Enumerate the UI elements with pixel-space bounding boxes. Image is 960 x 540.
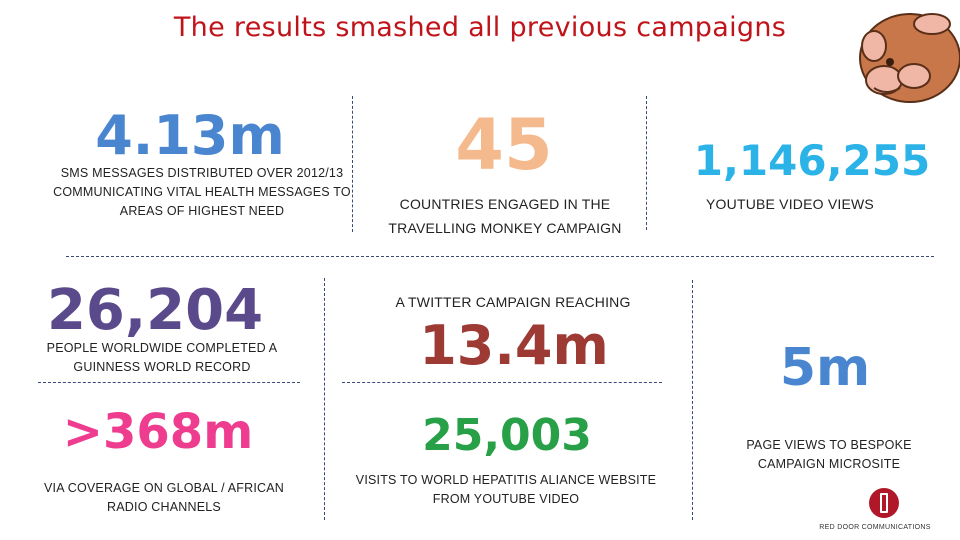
sms-stat-caption: SMS MESSAGES DISTRIBUTED OVER 2012/13 CO… [53, 166, 351, 218]
guinness-stat-value: 26,204 [46, 278, 264, 343]
monkey-icon [859, 13, 960, 103]
red-door-logo-icon [869, 488, 899, 518]
sms-stat-value: 4.13m [95, 104, 285, 167]
divider [38, 382, 300, 383]
twitter-stat-intro: A TWITTER CAMPAIGN REACHING [395, 294, 631, 310]
microsite-stat-value: 5m [779, 338, 871, 398]
company-name: RED DOOR COMMUNICATIONS [819, 524, 931, 531]
divider [646, 96, 647, 230]
hepatitis-stat-value: 25,003 [422, 410, 592, 461]
divider [324, 278, 325, 520]
divider [692, 280, 693, 520]
divider [342, 382, 662, 383]
divider [352, 96, 353, 232]
twitter-stat-value: 13.4m [419, 314, 609, 377]
radio-stat-value: >368m [62, 404, 254, 460]
countries-stat-value: 45 [455, 104, 553, 186]
guinness-stat-caption: PEOPLE WORLDWIDE COMPLETED A GUINNESS WO… [46, 341, 278, 374]
youtube-stat-caption: YOUTUBE VIDEO VIEWS [706, 196, 874, 212]
page-title: The results smashed all previous campaig… [173, 12, 787, 43]
youtube-stat-value: 1,146,255 [693, 136, 931, 185]
hepatitis-stat-caption: VISITS TO WORLD HEPATITIS ALIANCE WEBSIT… [355, 473, 657, 506]
countries-stat-caption: COUNTRIES ENGAGED IN THE TRAVELLING MONK… [388, 196, 622, 236]
radio-stat-caption: VIA COVERAGE ON GLOBAL / AFRICAN RADIO C… [43, 481, 285, 514]
microsite-stat-caption: PAGE VIEWS TO BESPOKE CAMPAIGN MICROSITE [746, 438, 912, 471]
divider [66, 256, 934, 257]
